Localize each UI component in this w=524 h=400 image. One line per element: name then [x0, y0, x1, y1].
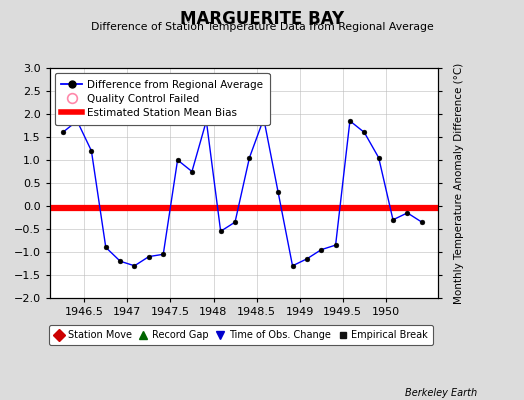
Legend: Difference from Regional Average, Quality Control Failed, Estimated Station Mean: Difference from Regional Average, Qualit… — [55, 73, 269, 125]
Text: Difference of Station Temperature Data from Regional Average: Difference of Station Temperature Data f… — [91, 22, 433, 32]
Y-axis label: Monthly Temperature Anomaly Difference (°C): Monthly Temperature Anomaly Difference (… — [453, 62, 464, 304]
Legend: Station Move, Record Gap, Time of Obs. Change, Empirical Break: Station Move, Record Gap, Time of Obs. C… — [49, 326, 433, 345]
Text: MARGUERITE BAY: MARGUERITE BAY — [180, 10, 344, 28]
Text: Berkeley Earth: Berkeley Earth — [405, 388, 477, 398]
